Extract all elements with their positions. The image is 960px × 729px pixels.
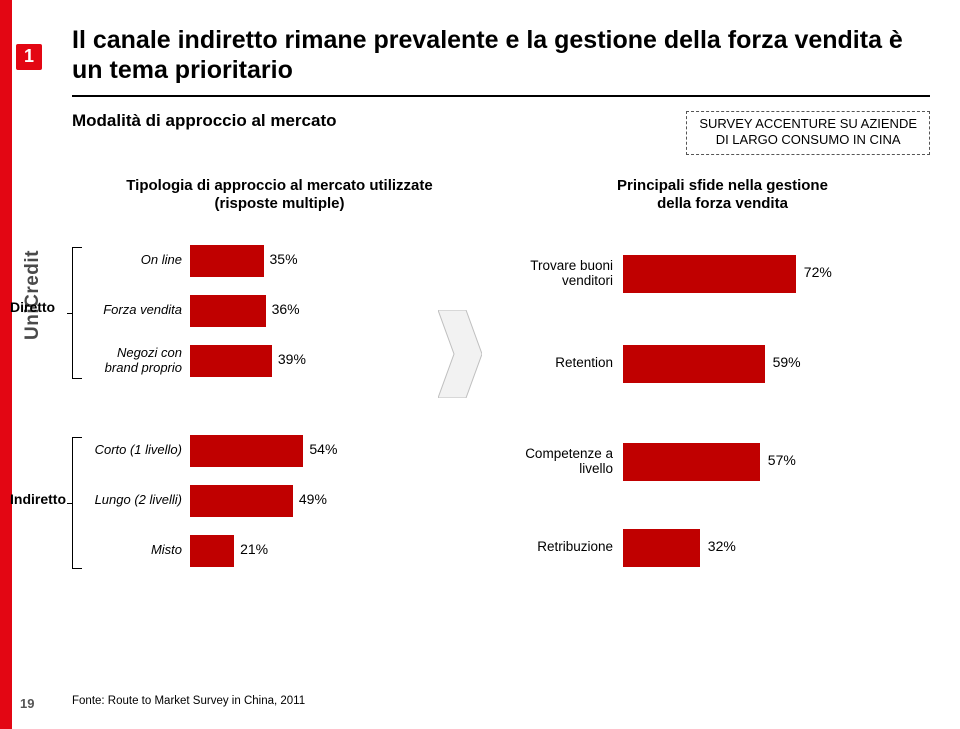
right-chart: Trovare buoni venditori 72% Retention 59% Co… [515,237,930,597]
bar-row: Misto 21% [88,535,400,567]
source-footnote: Fonte: Route to Market Survey in China, … [72,695,305,707]
survey-badge-line1: SURVEY ACCENTURE SU AZIENDE [699,116,917,132]
survey-badge-line2: DI LARGO CONSUMO IN CINA [699,132,917,148]
bar [190,295,266,327]
bar [623,529,700,567]
bar-value: 39% [272,351,306,367]
right-chart-heading-l2: della forza vendita [657,195,788,212]
bar [190,485,293,517]
bar-area: 39% [190,345,400,377]
group-label: Indiretto [10,491,66,507]
right-column: Principali sfide nella gestione della fo… [515,177,930,597]
page-title: Il canale indiretto rimane prevalente e … [72,26,930,85]
bar-value: 36% [266,301,300,317]
bar-label: Corto (1 livello) [88,443,190,457]
bar-value: 21% [234,541,268,557]
flow-arrow-icon [438,310,482,398]
bar-label: Forza vendita [88,303,190,317]
group-bracket-icon [72,437,86,569]
bar-value: 72% [796,264,832,280]
brand-logomark-icon [16,44,42,70]
bar-area: 35% [190,245,400,277]
bar [190,345,272,377]
bar-label: Competenze a livello [515,447,623,477]
survey-badge: SURVEY ACCENTURE SU AZIENDE DI LARGO CON… [686,111,930,155]
group-label: Diretto [10,299,55,315]
bar-value: 54% [303,441,337,457]
bar-area: 59% [623,345,863,383]
left-column: Tipologia di approccio al mercato utiliz… [72,177,487,597]
right-chart-heading: Principali sfide nella gestione della fo… [515,177,930,213]
bar [623,345,765,383]
bar-label: Misto [88,543,190,557]
bar-value: 35% [264,251,298,267]
bar-row: Forza vendita 36% [88,295,400,327]
bar-label: Retribuzione [515,540,623,555]
bar-row: Retention 59% [515,345,863,383]
left-chart-heading-l1: Tipologia di approccio al mercato utiliz… [126,177,432,194]
page-number: 19 [20,696,34,711]
bar-label: Lungo (2 livelli) [88,493,190,507]
columns: Tipologia di approccio al mercato utiliz… [72,177,930,597]
bar-value: 59% [765,354,801,370]
brand-sidebar: UniCredit [0,0,48,729]
bar-row: Corto (1 livello) 54% [88,435,400,467]
bar-area: 21% [190,535,400,567]
bar-label: On line [88,253,190,267]
bar-value: 49% [293,491,327,507]
bar-label: Retention [515,356,623,371]
left-chart: DirettoOn line35%Forza vendita36%Negozi … [72,237,487,597]
bar-row: Negozi con brand proprio 39% [88,345,400,377]
bar [623,255,796,293]
bar-row: Lungo (2 livelli) 49% [88,485,400,517]
group-bracket-icon [72,247,86,379]
bar-area: 36% [190,295,400,327]
bar-area: 54% [190,435,400,467]
right-chart-heading-l1: Principali sfide nella gestione [617,177,828,194]
bar-row: Competenze a livello 57% [515,443,863,481]
bar-value: 57% [760,452,796,468]
slide-page: UniCredit Il canale indiretto rimane pre… [0,0,960,729]
left-chart-heading-l2: (risposte multiple) [214,195,344,212]
bar-label: Negozi con brand proprio [88,346,190,375]
bar-label: Trovare buoni venditori [515,259,623,289]
brand-stripe [0,0,12,729]
title-rule [72,95,930,97]
bar-value: 32% [700,538,736,554]
bar-area: 49% [190,485,400,517]
bar-row: Retribuzione 32% [515,529,863,567]
bar [623,443,760,481]
content-area: Il canale indiretto rimane prevalente e … [72,26,930,709]
bar [190,535,234,567]
subtitle-row: Modalità di approccio al mercato SURVEY … [72,111,930,155]
left-chart-heading: Tipologia di approccio al mercato utiliz… [72,177,487,213]
brand-name: UniCredit [22,250,44,340]
bar [190,435,303,467]
bar-row: On line 35% [88,245,400,277]
bar [190,245,264,277]
subtitle: Modalità di approccio al mercato [72,111,337,131]
bar-area: 72% [623,255,863,293]
bar-row: Trovare buoni venditori 72% [515,255,863,293]
bar-area: 32% [623,529,863,567]
bar-area: 57% [623,443,863,481]
